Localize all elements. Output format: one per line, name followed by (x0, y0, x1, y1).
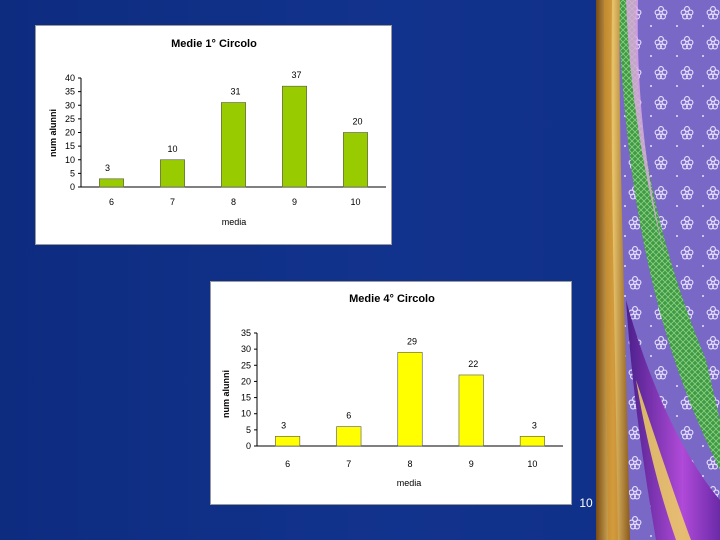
chart-title: Medie 1° Circolo (171, 38, 257, 50)
x-tick-label: 9 (469, 459, 474, 469)
bar-chart-2: Medie 4° Circolo num alunni media 0 5 10 15… (221, 293, 563, 488)
x-tick-label: 6 (285, 459, 290, 469)
y-tick-label: 20 (241, 376, 251, 386)
y-tick-label: 35 (241, 328, 251, 338)
y-tick-label: 15 (65, 141, 75, 151)
x-tick-label: 7 (170, 197, 175, 207)
bar (336, 426, 362, 447)
chart-medie-1-circolo: Medie 1° Circolo num alunni media 0 5 10 15… (35, 25, 392, 245)
y-tick-label: 10 (241, 409, 251, 419)
y-tick-label: 5 (70, 168, 75, 178)
bar (221, 102, 247, 188)
data-label: 3 (281, 420, 286, 430)
bar (98, 178, 124, 188)
x-tick-label: 10 (350, 197, 360, 207)
bar (275, 436, 301, 447)
bar (458, 374, 484, 447)
y-tick-label: 25 (65, 114, 75, 124)
y-tick-label: 25 (241, 360, 251, 370)
y-tick-label: 35 (65, 87, 75, 97)
y-tick-label: 40 (65, 73, 75, 83)
data-label: 6 (346, 411, 351, 421)
y-tick-label: 30 (241, 344, 251, 354)
data-label: 3 (105, 163, 110, 173)
data-label: 31 (230, 87, 240, 97)
decorative-ribbon-panel (596, 0, 720, 540)
x-axis-label: media (222, 217, 247, 227)
bar (160, 159, 186, 188)
x-tick-label: 8 (407, 459, 412, 469)
x-tick-label: 8 (231, 197, 236, 207)
data-label: 20 (352, 117, 362, 127)
plot-area: 0 5 10 15 20 25 30 35 3 6 6 7 29 8 22 9 3 10 (241, 328, 563, 469)
data-label: 37 (291, 70, 301, 80)
data-label: 22 (468, 359, 478, 369)
plot-area: 0 5 10 15 20 25 30 35 40 3 6 10 7 31 8 37 9 20 10 (65, 70, 386, 207)
bar (519, 436, 545, 447)
y-axis-label: num alunni (221, 370, 231, 418)
data-label: 29 (407, 336, 417, 346)
bar (342, 132, 368, 188)
bar-chart-1: Medie 1° Circolo num alunni media 0 5 10 15… (48, 38, 386, 227)
chart-title: Medie 4° Circolo (349, 293, 435, 305)
y-tick-label: 0 (246, 441, 251, 451)
y-tick-label: 10 (65, 155, 75, 165)
y-axis-label: num alunni (48, 109, 58, 157)
data-label: 3 (532, 420, 537, 430)
y-tick-label: 15 (241, 393, 251, 403)
x-tick-label: 9 (292, 197, 297, 207)
bar (397, 352, 423, 447)
y-tick-label: 0 (70, 182, 75, 192)
x-tick-label: 10 (527, 459, 537, 469)
x-tick-label: 7 (346, 459, 351, 469)
x-axis-label: media (397, 478, 422, 488)
y-tick-label: 5 (246, 425, 251, 435)
y-tick-label: 20 (65, 128, 75, 138)
x-tick-label: 6 (109, 197, 114, 207)
bar (282, 85, 308, 188)
data-label: 10 (167, 144, 177, 154)
y-tick-label: 30 (65, 100, 75, 110)
chart-medie-4-circolo: Medie 4° Circolo num alunni media 0 5 10 15… (210, 281, 572, 505)
slide-number: 10 (579, 496, 593, 510)
